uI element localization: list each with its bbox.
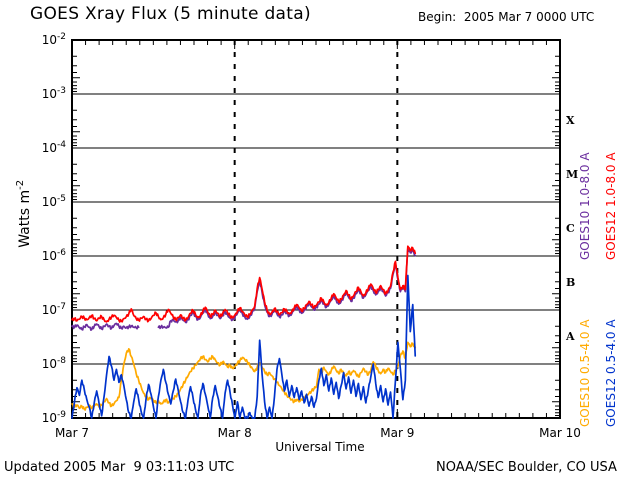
goes10-long-label: GOES10 1.0-8.0 A <box>578 152 592 260</box>
x-tick-label: Mar 9 <box>380 426 415 440</box>
y-tick-label: 10-2 <box>41 32 66 47</box>
x-tick-label: Mar 7 <box>54 426 90 440</box>
y-tick-label: 10-8 <box>41 356 66 371</box>
x-tick-label: Mar 10 <box>539 426 581 440</box>
updated-timestamp: Updated 2005 Mar 9 03:11:03 UTC <box>4 460 235 475</box>
source-credit: NOAA/SEC Boulder, CO USA <box>436 460 617 475</box>
y-tick-label: 10-3 <box>41 86 66 101</box>
y-tick-label: 10-9 <box>41 410 66 425</box>
y-tick-label: 10-4 <box>41 140 66 155</box>
goes12-short-label: GOES12 0.5-4.0 A <box>604 319 618 427</box>
flare-class-a: A <box>566 330 575 343</box>
x-tick-label: Mar 8 <box>217 426 252 440</box>
begin-time-label: Begin: 2005 Mar 7 0000 UTC <box>418 10 595 24</box>
y-tick-label: 10-7 <box>41 302 66 317</box>
flare-class-b: B <box>566 276 576 289</box>
flare-class-c: C <box>566 222 575 235</box>
x-axis-label: Universal Time <box>275 440 365 454</box>
y-tick-label: 10-6 <box>41 248 66 263</box>
y-tick-label: 10-5 <box>41 194 66 209</box>
page-title: GOES Xray Flux (5 minute data) <box>30 4 311 24</box>
goes12-long-label: GOES12 1.0-8.0 A <box>604 152 618 260</box>
flare-class-x: X <box>566 114 575 127</box>
goes10-short-label: GOES10 0.5-4.0 A <box>578 319 592 427</box>
flare-class-m: M <box>566 168 579 181</box>
